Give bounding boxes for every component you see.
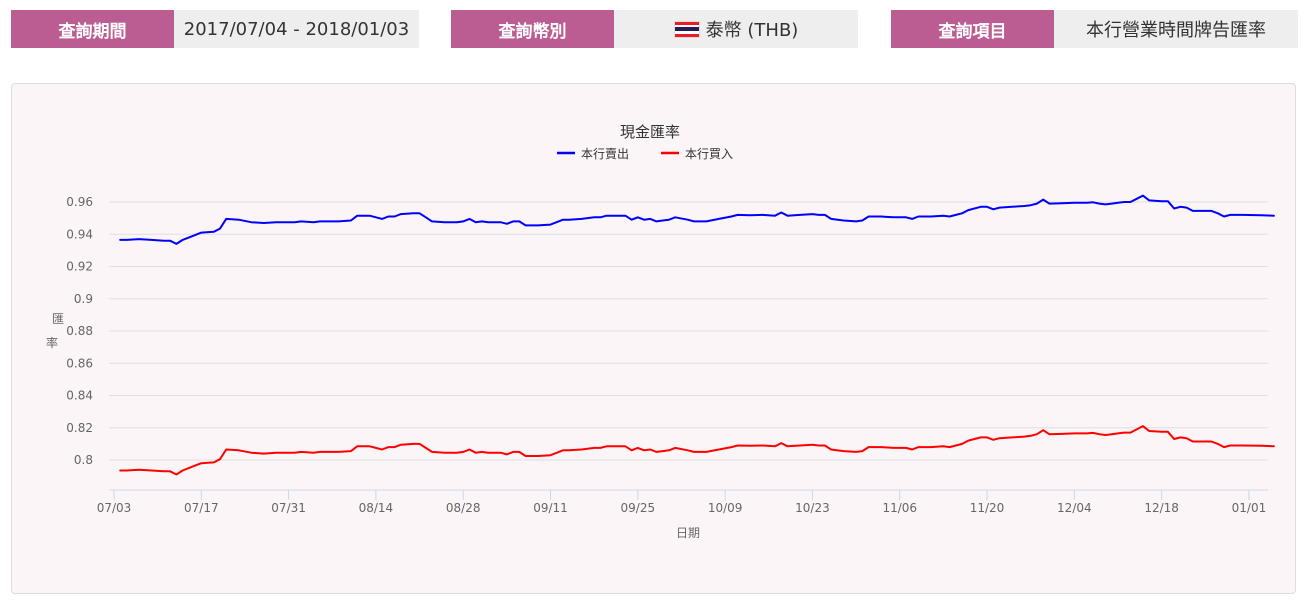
y-tick-label: 0.92 [66, 260, 93, 274]
x-tick-label: 10/23 [795, 501, 830, 515]
legend-item-buy[interactable]: 本行買入 [661, 147, 733, 161]
x-tick-label: 09/25 [621, 501, 656, 515]
x-tick-label: 08/28 [446, 501, 481, 515]
chart-container [11, 83, 1296, 594]
legend-item-sell[interactable]: 本行賣出 [557, 146, 629, 161]
buy-rate-line[interactable] [119, 425, 1275, 476]
y-tick-label: 0.9 [74, 292, 93, 306]
y-tick-label: 0.82 [66, 421, 93, 435]
sell-rate-line[interactable] [119, 194, 1275, 245]
filter-period-label: 查詢期間 [11, 10, 174, 48]
x-tick-label: 07/31 [271, 501, 306, 515]
filter-currency: 查詢幣別 泰幣 (THB) [451, 10, 858, 48]
y-axis-ticks: 0.96 0.94 0.92 0.9 0.88 0.86 0.84 0.82 0.8 [66, 195, 93, 467]
x-axis-label: 日期 [676, 526, 700, 540]
y-tick-label: 0.88 [66, 324, 93, 338]
filter-period: 查詢期間 2017/07/04 - 2018/01/03 [11, 10, 419, 48]
x-tick-label: 11/20 [970, 501, 1005, 515]
x-tick-label: 09/11 [533, 501, 568, 515]
legend-buy-label: 本行買入 [685, 147, 733, 161]
filter-period-value: 2017/07/04 - 2018/01/03 [174, 10, 419, 48]
y-tick-label: 0.96 [66, 195, 93, 209]
x-tick-label: 11/06 [882, 501, 917, 515]
filter-item-value: 本行營業時間牌告匯率 [1054, 10, 1298, 48]
y-axis-label-char-1: 匯 [52, 312, 64, 326]
chart-title: 現金匯率 [620, 123, 680, 141]
y-axis-label-char-2: 率 [46, 335, 58, 350]
x-axis-ticks: 07/03 07/17 07/31 08/14 08/28 09/11 09/25 10/09… [97, 490, 1267, 515]
x-tick-label: 12/04 [1057, 501, 1092, 515]
x-tick-label: 12/18 [1144, 501, 1179, 515]
legend: 本行賣出 本行買入 [557, 146, 733, 161]
filter-item: 查詢項目 本行營業時間牌告匯率 [891, 10, 1298, 48]
legend-sell-label: 本行賣出 [581, 146, 629, 161]
series-lines [119, 194, 1275, 476]
filter-currency-label: 查詢幣別 [451, 10, 614, 48]
x-tick-label: 08/14 [359, 501, 394, 515]
x-tick-label: 07/03 [97, 501, 132, 515]
y-tick-label: 0.86 [66, 356, 93, 370]
thailand-flag-icon [673, 20, 700, 38]
y-tick-label: 0.94 [66, 227, 93, 241]
x-tick-label: 07/17 [184, 501, 219, 515]
y-gridlines [109, 201, 1268, 461]
x-tick-label: 10/09 [708, 501, 743, 515]
x-tick-label: 01/01 [1232, 501, 1267, 515]
filter-item-label: 查詢項目 [891, 10, 1054, 48]
filter-currency-value-box: 泰幣 (THB) [614, 10, 858, 48]
filter-currency-value: 泰幣 (THB) [705, 20, 799, 41]
y-tick-label: 0.84 [66, 389, 93, 403]
y-tick-label: 0.8 [74, 453, 93, 467]
